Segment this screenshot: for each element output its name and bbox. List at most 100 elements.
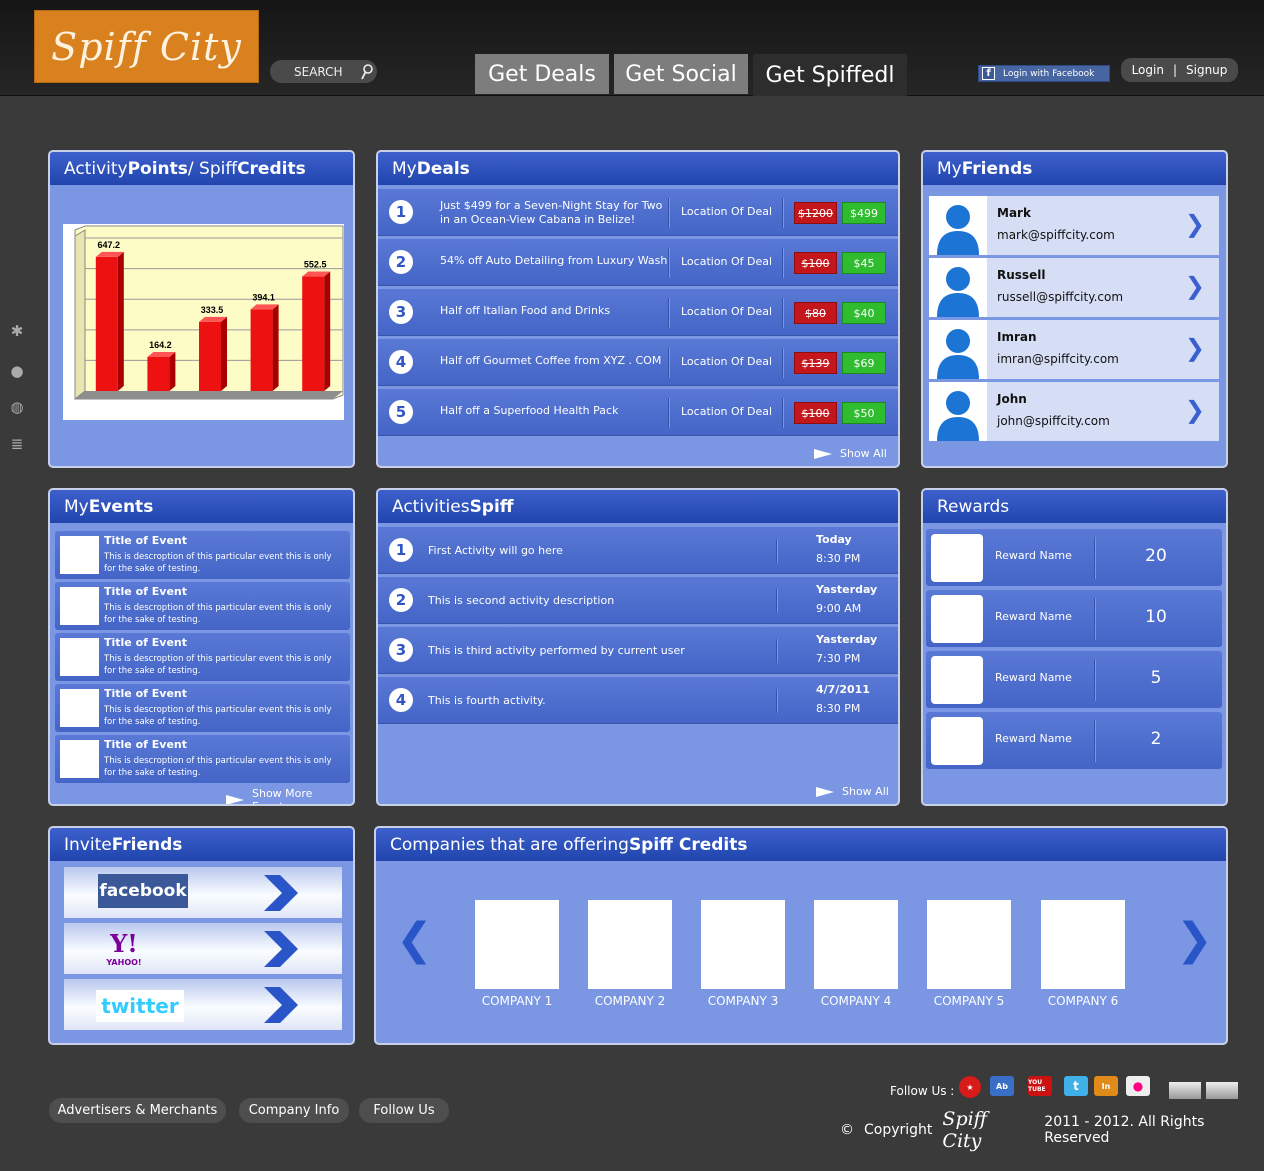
linkedin-icon[interactable]: In <box>1094 1076 1118 1096</box>
company-label[interactable]: COMPANY 4 <box>820 994 892 1008</box>
company-logo[interactable] <box>927 900 1011 989</box>
chevron-right-icon <box>264 987 298 1023</box>
slider-handle[interactable] <box>1169 1082 1201 1099</box>
footer-link-label: Follow Us <box>373 1103 435 1118</box>
friend-item[interactable]: Russell russell@spiffcity.com ❯ <box>929 258 1219 317</box>
divider <box>782 248 784 278</box>
company-logo[interactable] <box>701 900 785 989</box>
chart-bar-side <box>117 251 124 391</box>
company-logo[interactable] <box>588 900 672 989</box>
tab-label: Get Deals <box>488 61 596 87</box>
invite-yahoo[interactable]: Y! YAHOO! <box>64 923 342 976</box>
company-label[interactable]: COMPANY 3 <box>707 994 779 1008</box>
globe-icon[interactable]: ◍ <box>10 398 24 416</box>
deal-location-link[interactable]: Location Of Deal <box>681 305 773 318</box>
menu-icon[interactable]: ≣ <box>10 435 24 453</box>
deal-row[interactable]: 2 54% off Auto Detailing from Luxury Wash… <box>378 239 898 286</box>
star-icon[interactable]: ★ <box>959 1076 981 1098</box>
show-more-events[interactable]: Show More Events <box>226 787 353 804</box>
signup-link[interactable]: Signup <box>1186 63 1228 77</box>
title-part: Friends <box>111 834 183 855</box>
reward-item[interactable]: Reward Name 20 <box>926 529 1222 586</box>
company-label[interactable]: COMPANY 5 <box>933 994 1005 1008</box>
chart-data-label: 164.2 <box>149 340 172 350</box>
event-item[interactable]: Title of Event This is descroption of thi… <box>55 735 350 783</box>
deal-location-link[interactable]: Location Of Deal <box>681 255 773 268</box>
title-part: / Spiff <box>187 158 238 179</box>
invite-facebook[interactable]: facebook <box>64 867 342 920</box>
deal-row[interactable]: 4 Half off Gourmet Coffee from XYZ . COM L… <box>378 339 898 386</box>
chevron-right-icon <box>264 931 298 967</box>
twitter-icon[interactable]: t <box>1064 1076 1088 1096</box>
activities-show-all[interactable]: Show All <box>816 785 889 798</box>
ab-icon[interactable]: Ab <box>990 1076 1014 1096</box>
user-avatar-icon <box>937 391 979 441</box>
deal-title-line: Half off Italian Food and Drinks <box>440 304 611 317</box>
youtube-icon[interactable]: YOU TUBE <box>1028 1076 1052 1096</box>
chart-bar <box>250 309 273 391</box>
activity-row: 1 First Activity will go here Today 8:30 PM <box>378 527 898 574</box>
title-part: My <box>392 158 417 179</box>
event-desc: This is descroption of this particular e… <box>104 705 332 715</box>
tab-get-social[interactable]: Get Social <box>614 54 748 94</box>
reward-value: 10 <box>1145 607 1167 627</box>
chart-bar-top <box>95 251 124 257</box>
old-price: $100 <box>794 252 837 274</box>
user-avatar-icon <box>937 205 979 255</box>
login-link[interactable]: Login <box>1131 63 1164 77</box>
deal-location-link[interactable]: Location Of Deal <box>681 405 773 418</box>
tab-label: Get Spiffedl <box>765 62 895 88</box>
event-item[interactable]: Title of Event This is descroption of thi… <box>55 531 350 579</box>
tab-get-spiffed[interactable]: Get Spiffedl <box>753 54 907 96</box>
reward-item[interactable]: Reward Name 5 <box>926 651 1222 708</box>
title-part: Spiff <box>469 496 514 517</box>
chart-bar <box>95 256 118 391</box>
search-button[interactable]: SEARCH <box>270 60 377 83</box>
flickr-icon[interactable]: ● <box>1126 1076 1150 1096</box>
friend-item[interactable]: Imran imran@spiffcity.com ❯ <box>929 320 1219 379</box>
deal-location-link[interactable]: Location Of Deal <box>681 205 773 218</box>
friend-item[interactable]: John john@spiffcity.com ❯ <box>929 382 1219 441</box>
event-item[interactable]: Title of Event This is descroption of thi… <box>55 684 350 732</box>
chart-bar-top <box>147 351 176 357</box>
facebook-login-button[interactable]: f Login with Facebook <box>978 65 1110 82</box>
event-item[interactable]: Title of Event This is descroption of thi… <box>55 582 350 630</box>
title-part: Friends <box>961 158 1033 179</box>
activity-time: 8:30 PM <box>816 552 861 565</box>
carousel-next-icon[interactable]: ❯ <box>1176 914 1213 965</box>
reward-item[interactable]: Reward Name 2 <box>926 712 1222 769</box>
footer-advertisers-link[interactable]: Advertisers & Merchants <box>49 1098 226 1123</box>
title-part: Companies that are offering <box>390 834 629 855</box>
friend-item[interactable]: Mark mark@spiffcity.com ❯ <box>929 196 1219 255</box>
panel-header: Invite Friends <box>50 828 353 861</box>
event-desc: This is descroption of this particular e… <box>104 552 332 562</box>
company-label[interactable]: COMPANY 6 <box>1047 994 1119 1008</box>
user-icon[interactable]: ● <box>10 362 24 380</box>
footer-follow-us-link[interactable]: Follow Us <box>359 1098 449 1123</box>
deal-title: Half off Italian Food and Drinks <box>440 304 668 318</box>
company-logo[interactable] <box>814 900 898 989</box>
company-label[interactable]: COMPANY 1 <box>481 994 553 1008</box>
company-label[interactable]: COMPANY 2 <box>594 994 666 1008</box>
company-logo[interactable] <box>475 900 559 989</box>
reward-item[interactable]: Reward Name 10 <box>926 590 1222 647</box>
deals-show-all[interactable]: Show All <box>814 447 887 460</box>
tab-get-deals[interactable]: Get Deals <box>475 54 609 94</box>
site-logo[interactable]: Spiff City <box>34 10 259 83</box>
company-logo[interactable] <box>1041 900 1125 989</box>
settings-icon[interactable]: ✱ <box>10 322 24 340</box>
invite-twitter[interactable]: twitter <box>64 979 342 1032</box>
event-item[interactable]: Title of Event This is descroption of thi… <box>55 633 350 681</box>
new-price: $69 <box>842 352 886 374</box>
activity-text: First Activity will go here <box>428 544 563 557</box>
deal-title: Half off Gourmet Coffee from XYZ . COM <box>440 354 668 368</box>
slider-handle[interactable] <box>1206 1082 1238 1099</box>
deal-location-link[interactable]: Location Of Deal <box>681 355 773 368</box>
deal-row[interactable]: 3 Half off Italian Food and Drinks Locatio… <box>378 289 898 336</box>
footer-company-info-link[interactable]: Company Info <box>239 1098 349 1123</box>
event-title: Title of Event <box>104 687 187 700</box>
carousel-prev-icon[interactable]: ❮ <box>396 914 433 965</box>
panel-header: My Deals <box>378 152 898 185</box>
deal-row[interactable]: 5 Half off a Superfood Health Pack Locatio… <box>378 389 898 436</box>
deal-row[interactable]: 1 Just $499 for a Seven-Night Stay for Tw… <box>378 189 898 236</box>
